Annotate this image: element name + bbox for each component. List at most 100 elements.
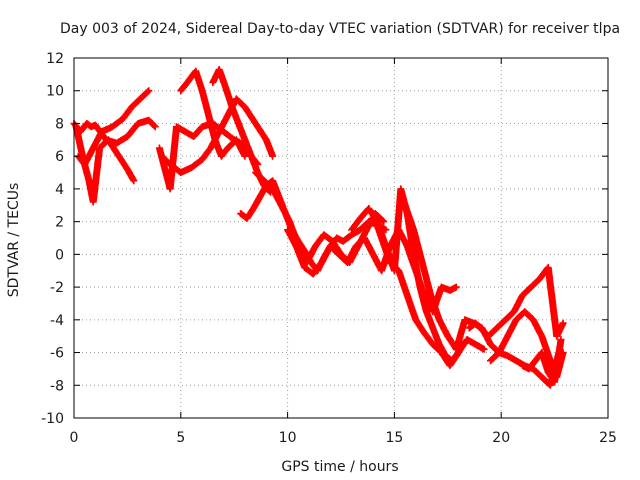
data-point <box>271 179 274 182</box>
data-point <box>359 228 362 231</box>
data-point <box>397 269 400 272</box>
data-point <box>201 158 204 161</box>
data-point <box>117 155 121 158</box>
data-point <box>130 105 133 109</box>
data-point <box>147 119 150 122</box>
data-point <box>254 122 257 125</box>
data-point <box>262 179 266 182</box>
data-point <box>254 171 257 174</box>
data-point <box>271 187 274 191</box>
data-point <box>521 294 524 297</box>
data-point <box>384 228 388 231</box>
data-point <box>92 200 95 204</box>
data-point <box>218 68 221 71</box>
data-point <box>480 328 484 331</box>
data-point <box>388 245 392 248</box>
data-point <box>455 285 458 289</box>
data-point <box>399 187 402 191</box>
data-point <box>540 335 543 338</box>
data-point <box>371 212 375 215</box>
data-point <box>350 233 353 236</box>
data-point <box>367 207 370 210</box>
data-point <box>209 146 212 150</box>
data-point <box>320 261 323 264</box>
x-tick-label: 25 <box>599 430 617 446</box>
data-point <box>121 117 125 120</box>
data-point <box>448 364 452 367</box>
data-point <box>465 338 469 341</box>
data-point <box>534 359 537 362</box>
data-point <box>540 375 543 379</box>
data-point <box>425 310 428 313</box>
data-point <box>226 114 229 117</box>
data-point <box>243 155 247 158</box>
data-point <box>164 171 167 174</box>
data-point <box>382 220 385 223</box>
data-point <box>380 269 383 272</box>
data-point <box>521 364 524 367</box>
data-point <box>329 245 332 248</box>
data-point <box>335 236 338 240</box>
series-track-12 <box>369 210 488 370</box>
data-point <box>226 146 229 150</box>
data-point <box>547 266 550 269</box>
data-point <box>89 125 93 128</box>
data-point <box>388 261 392 264</box>
series-track-6 <box>177 67 249 160</box>
data-point <box>468 326 471 330</box>
data-point <box>115 141 118 145</box>
series-track-14 <box>465 264 567 340</box>
data-point <box>412 253 415 256</box>
y-tick-label: -10 <box>41 411 64 427</box>
data-point <box>224 86 227 89</box>
x-tick-label: 15 <box>385 430 403 446</box>
data-point <box>515 359 518 362</box>
series-track-1 <box>70 116 159 147</box>
data-point <box>201 89 204 92</box>
series-track-5 <box>158 95 277 176</box>
data-point <box>561 321 565 325</box>
data-point <box>482 348 486 351</box>
data-point <box>139 97 142 101</box>
data-point <box>252 207 255 210</box>
data-point <box>487 335 490 338</box>
data-point <box>474 343 477 346</box>
x-tick-label: 10 <box>279 430 297 446</box>
data-point <box>421 261 424 264</box>
data-point <box>158 146 161 150</box>
data-point <box>506 354 509 357</box>
data-point <box>98 146 101 150</box>
x-axis-label: GPS time / hours <box>281 459 398 475</box>
data-point <box>245 217 249 220</box>
data-point <box>107 138 110 141</box>
data-point <box>553 380 556 384</box>
series-track-2 <box>72 123 138 206</box>
data-point <box>168 163 172 166</box>
data-point <box>87 179 91 182</box>
data-point <box>363 236 366 240</box>
data-point <box>211 81 214 84</box>
data-point <box>183 130 187 133</box>
data-point <box>303 266 306 269</box>
y-tick-label: 10 <box>46 84 64 100</box>
data-point <box>555 335 558 338</box>
data-point <box>132 179 135 182</box>
chart-title: Day 003 of 2024, Sidereal Day-to-day VTE… <box>60 21 620 37</box>
y-tick-label: -2 <box>50 280 64 296</box>
data-point <box>175 125 178 128</box>
data-point <box>547 371 550 374</box>
data-point <box>549 384 552 387</box>
data-point <box>111 125 114 128</box>
data-point <box>168 187 172 191</box>
y-tick-label: 0 <box>55 247 64 263</box>
data-point <box>179 171 182 174</box>
y-tick-label: 4 <box>55 182 64 198</box>
data-point <box>527 367 531 371</box>
data-point <box>294 245 298 248</box>
data-point <box>455 348 458 351</box>
data-point <box>147 89 150 92</box>
data-point <box>371 253 375 256</box>
x-tick-label: 5 <box>176 430 185 446</box>
data-point <box>512 310 516 313</box>
